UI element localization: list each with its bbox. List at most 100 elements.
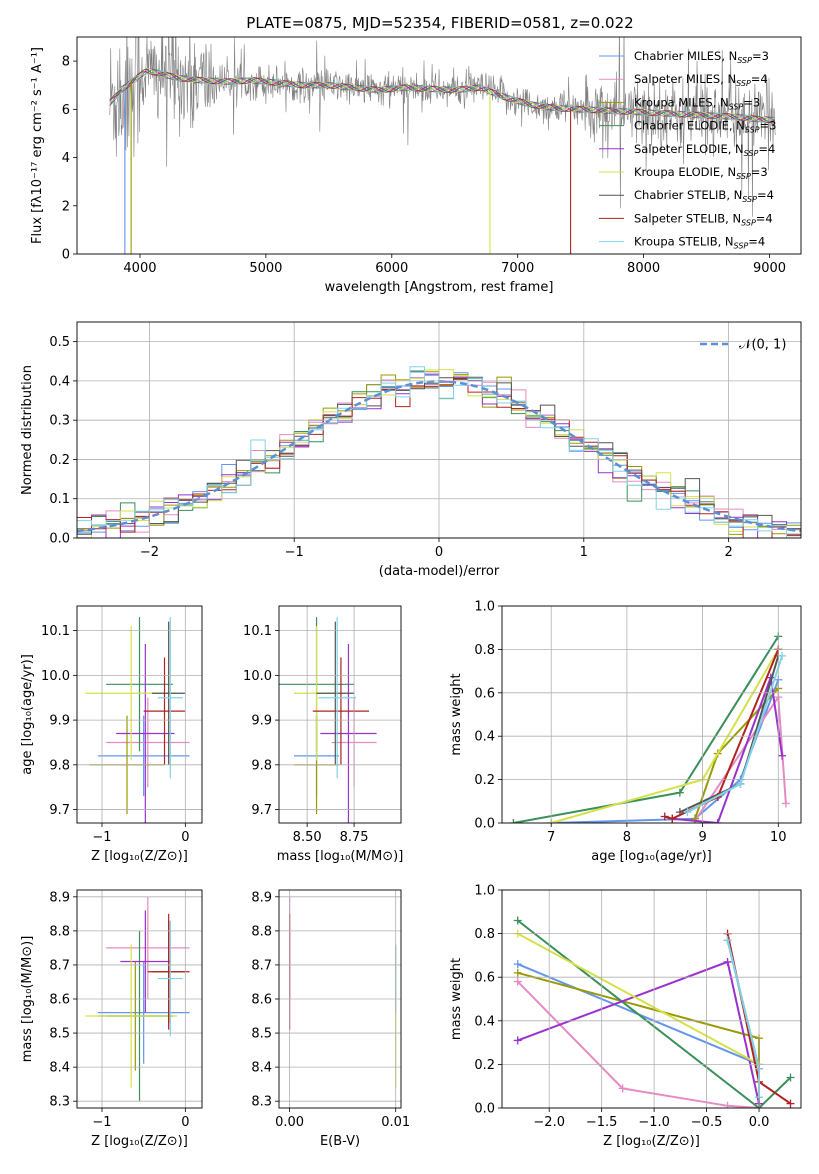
spectrum-frame: [76, 36, 802, 255]
residuals-ytick-label: 0.5: [49, 335, 70, 350]
spectrum-ytick-label: 0: [62, 248, 70, 263]
weight-point-marker: [668, 814, 677, 823]
age_vs_mass-ytick-label: 9.9: [251, 714, 272, 729]
age_vs_Z-ytick-label: 9.8: [49, 758, 70, 773]
spectrum-ytick-label: 6: [62, 103, 70, 118]
spectrum-ytick-label: 2: [62, 199, 70, 214]
residuals-ylabel: Normed distribution: [20, 365, 35, 495]
weight-point-marker: [723, 1101, 732, 1108]
spectrum-xtick-label: 6000: [375, 261, 408, 276]
figure-title: PLATE=0875, MJD=52354, FIBERID=0581, z=0…: [246, 14, 633, 32]
residuals-ytick-label: 0.2: [49, 453, 70, 468]
legend-entry: 𝒩(0, 1): [739, 338, 786, 353]
age_vs_Z-ytick-label: 10.1: [41, 624, 70, 639]
mass_vs_Z-xlabel: Z [log₁₀(Z/Z⊙)]: [91, 1134, 188, 1149]
weight_vs_age-xtick-label: 10: [770, 830, 787, 845]
weight-series-line: [517, 919, 792, 1108]
weight-series-line: [726, 939, 760, 1098]
mass_vs_EBV-frame: [278, 889, 402, 1109]
mass_vs_Z-ytick-label: 8.4: [49, 1061, 70, 1076]
residuals-ytick-label: 0.3: [49, 414, 70, 429]
weight_vs_age-ytick-label: 0.6: [474, 686, 495, 701]
weight_vs_age-ylabel: mass weight: [449, 673, 464, 755]
mass_vs_EBV-ytick-label: 8.8: [251, 924, 272, 939]
mass_vs_Z-plot-area: [85, 896, 190, 1102]
weight-point-marker: [513, 916, 522, 925]
weight_vs_age-ytick-label: 0.4: [474, 730, 495, 745]
weight-point-marker: [736, 779, 745, 788]
weight-point-marker: [513, 977, 522, 986]
age_vs_Z-xtick-label: 0: [181, 830, 189, 845]
residuals-xtick-label: 0: [435, 545, 443, 560]
weight_vs_Z-xtick-label: −2.0: [533, 1115, 565, 1130]
weight_vs_Z-xtick-label: −0.5: [691, 1115, 723, 1130]
age_vs_mass-ytick-label: 10.0: [243, 669, 272, 684]
mass_vs_EBV-plot-area: [289, 896, 397, 1088]
weight-point-marker: [786, 1099, 795, 1108]
weight-series-line: [516, 980, 760, 1108]
weight_vs_Z-ytick-label: 0.6: [474, 971, 495, 986]
weight_vs_Z-xlabel: Z [log₁₀(Z/Z⊙)]: [603, 1134, 700, 1149]
mass_vs_Z-xtick-label: 0: [181, 1115, 189, 1130]
mass_vs_EBV-xtick-label: 0.00: [275, 1115, 304, 1130]
mass_vs_EBV-xtick-label: 0.01: [381, 1115, 410, 1130]
age_vs_mass-chart: 8.50 8.75 9.7 9.8 9.9 10.0 10.1 mass [log₁₀(M/M…: [243, 605, 403, 864]
weight-point-marker: [723, 936, 732, 945]
age_vs_Z-ytick-label: 10.0: [41, 669, 70, 684]
mass_vs_Z-ytick-label: 8.5: [49, 1027, 70, 1042]
mass_vs_Z-chart: −1 0 8.3 8.4 8.5 8.6 8.7 8.8 8.9 Z [log₁₀(Z/Z⊙)] m…: [20, 889, 203, 1149]
mass_vs_EBV-ytick-label: 8.6: [251, 993, 272, 1008]
spectrum-model-line: [109, 70, 775, 123]
spectrum-xtick-label: 5000: [249, 261, 282, 276]
weight-point-marker: [713, 819, 722, 823]
residuals-xtick-label: −2: [140, 545, 159, 560]
age_vs_Z-ytick-label: 9.9: [49, 714, 70, 729]
weight-point-marker: [786, 1073, 795, 1082]
residuals-legend: 𝒩(0, 1): [700, 338, 786, 353]
weight_vs_Z-xtick-label: −1.0: [638, 1115, 670, 1130]
spectrum-xtick-label: 8000: [627, 261, 660, 276]
mass_vs_Z-ytick-label: 8.6: [49, 993, 70, 1008]
age_vs_Z-xlabel: Z [log₁₀(Z/Z⊙)]: [91, 849, 188, 864]
weight-point-marker: [513, 960, 522, 969]
residuals-xtick-label: −1: [285, 545, 304, 560]
age_vs_mass-xtick-label: 8.50: [293, 830, 322, 845]
weight_vs_Z-frame: [501, 889, 802, 1109]
mass_vs_Z-ytick-label: 8.7: [49, 958, 70, 973]
weight_vs_Z-ylabel: mass weight: [449, 958, 464, 1040]
weight-series-line: [517, 971, 760, 1104]
spectrum-plot-area: [109, 37, 776, 254]
weight_vs_age-frame: [501, 605, 802, 824]
weight_vs_Z-ytick-label: 1.0: [474, 884, 495, 899]
age_vs_mass-ytick-label: 10.1: [243, 624, 272, 639]
weight-point-marker: [778, 651, 787, 660]
age_vs_Z-frame: [76, 605, 203, 824]
mass_vs_EBV-ytick-label: 8.4: [251, 1061, 272, 1076]
age_vs_Z-xtick-label: −1: [92, 830, 111, 845]
weight_vs_Z-ytick-label: 0.0: [474, 1102, 495, 1117]
weight-point-marker: [778, 751, 787, 760]
weight_vs_age-ytick-label: 1.0: [474, 600, 495, 615]
age_vs_Z-ytick-label: 9.7: [49, 803, 70, 818]
residuals-ytick-label: 0.0: [49, 532, 70, 547]
weight_vs_age-chart: 7 8 9 10 0.0 0.2 0.4 0.6 0.8 1.0 age [log₁₀(age/yr…: [449, 600, 802, 864]
weight-point-marker: [723, 957, 732, 966]
mass_vs_EBV-xlabel: E(B-V): [320, 1134, 360, 1149]
weight_vs_Z-ytick-label: 0.8: [474, 927, 495, 942]
weight_vs_age-xtick-label: 8: [623, 830, 631, 845]
age_vs_mass-ytick-label: 9.8: [251, 758, 272, 773]
weight_vs_Z-ytick-label: 0.2: [474, 1058, 495, 1073]
mass_vs_Z-frame: [76, 889, 203, 1109]
legend-entry: Kroupa STELIB, NSSP=4: [634, 235, 765, 251]
spectrum-ylabel: Flux [fλ10⁻¹⁷ erg cm⁻² s⁻¹ A⁻¹]: [30, 47, 45, 244]
residuals-xlabel: (data-model)/error: [379, 564, 500, 579]
age_vs_mass-plot-area: [279, 617, 377, 823]
spectrum-model-line: [109, 67, 775, 124]
mass_vs_Z-ytick-label: 8.8: [49, 924, 70, 939]
weight_vs_age-xlabel: age [log₁₀(age/yr)]: [591, 849, 712, 864]
residuals-frame: [76, 321, 802, 539]
weight_vs_age-xtick-label: 7: [547, 830, 555, 845]
mass_vs_Z-ytick-label: 8.3: [49, 1095, 70, 1110]
weight_vs_Z-ytick-label: 0.4: [474, 1014, 495, 1029]
